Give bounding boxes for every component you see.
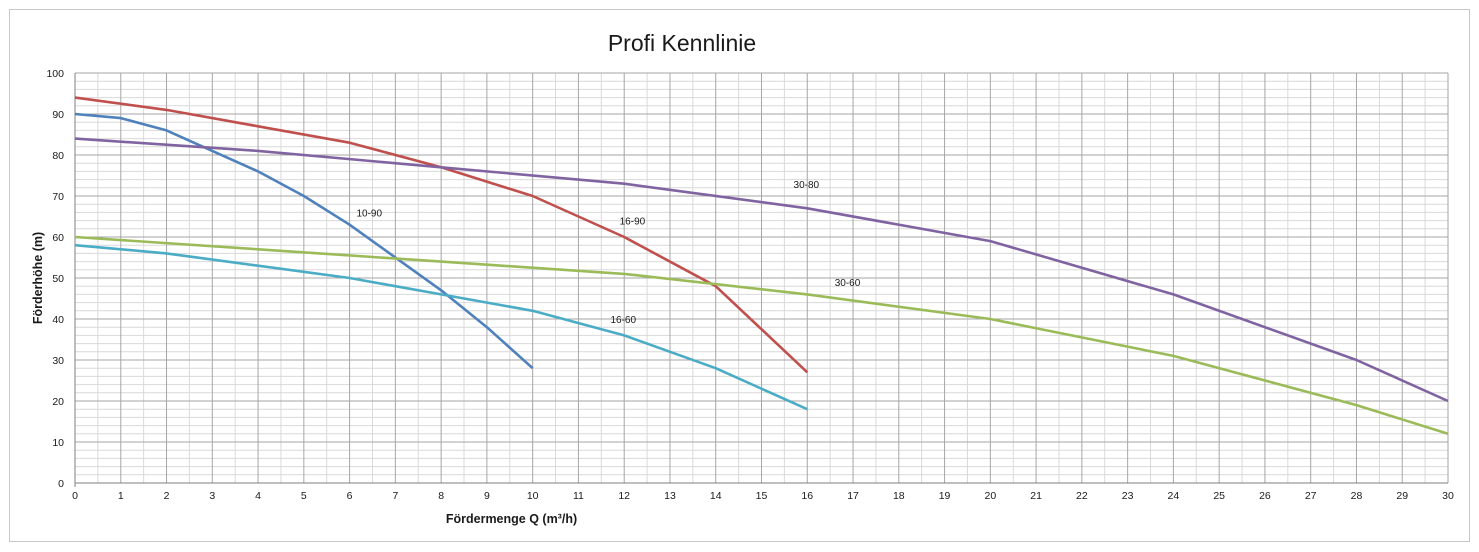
x-tick-label: 16 — [801, 490, 813, 502]
x-tick-label: 4 — [255, 490, 261, 502]
series-line-16-60 — [74, 243, 808, 411]
x-tick-label: 5 — [301, 490, 307, 502]
x-tick-label: 28 — [1351, 490, 1363, 502]
y-tick-label: 90 — [52, 109, 64, 121]
series-label-16-90: 16-90 — [620, 217, 646, 228]
x-tick-label: 9 — [484, 490, 490, 502]
x-tick-label: 0 — [72, 490, 78, 502]
x-tick-label: 17 — [847, 490, 859, 502]
series-lines — [74, 96, 1449, 436]
y-tick-label: 70 — [52, 191, 64, 203]
x-tick-label: 13 — [664, 490, 676, 502]
x-tick-label: 26 — [1259, 490, 1271, 502]
series-label-16-60: 16-60 — [610, 315, 636, 326]
x-tick-label: 10 — [527, 490, 539, 502]
y-tick-label: 60 — [52, 232, 64, 244]
series-label-30-60: 30-60 — [835, 278, 861, 289]
x-tick-label: 19 — [939, 490, 951, 502]
series-label-30-80: 30-80 — [794, 180, 820, 191]
x-tick-label: 15 — [756, 490, 768, 502]
series-label-10-90: 10-90 — [356, 209, 382, 220]
x-tick-labels: 0 1 2 3 4 5 6 7 8 9 10 11 12 13 14 15 16 17 18 19 20 21 22 23 24… — [72, 490, 1454, 502]
y-tick-label: 80 — [52, 150, 64, 162]
x-tick-label: 7 — [392, 490, 398, 502]
x-tick-label: 25 — [1213, 490, 1225, 502]
x-tick-label: 18 — [893, 490, 905, 502]
axes — [74, 73, 1448, 487]
x-tick-label: 11 — [573, 490, 584, 502]
chart-title: Profi Kennlinie — [607, 30, 757, 56]
y-tick-labels: 0 10 20 30 40 50 60 70 80 90 100 — [46, 68, 64, 490]
x-tick-label: 27 — [1305, 490, 1317, 502]
y-tick-label: 0 — [58, 478, 64, 490]
x-axis-title: Fördermenge Q (m³/h) — [446, 512, 577, 526]
x-tick-label: 8 — [438, 490, 444, 502]
x-tick-label: 2 — [164, 490, 170, 502]
x-tick-label: 23 — [1122, 490, 1134, 502]
series-line-10-90 — [74, 112, 534, 370]
x-tick-label: 20 — [984, 490, 996, 502]
x-tick-label: 1 — [118, 490, 124, 502]
x-tick-label: 6 — [347, 490, 353, 502]
x-tick-label: 29 — [1396, 490, 1408, 502]
x-tick-label: 3 — [209, 490, 215, 502]
y-tick-label: 50 — [52, 273, 64, 285]
x-tick-label: 21 — [1030, 490, 1042, 502]
y-tick-label: 10 — [52, 437, 64, 449]
x-tick-label: 12 — [618, 490, 630, 502]
series-line-30-80 — [74, 137, 1449, 403]
x-tick-label: 30 — [1442, 490, 1454, 502]
x-tick-label: 24 — [1168, 490, 1180, 502]
y-tick-label: 100 — [46, 68, 64, 80]
y-tick-label: 20 — [52, 396, 64, 408]
y-tick-label: 40 — [52, 314, 64, 326]
series-labels: 10-90 16-90 30-80 30-60 16-60 — [356, 180, 860, 326]
y-tick-label: 30 — [52, 355, 64, 367]
series-line-30-60 — [74, 235, 1449, 436]
x-tick-label: 14 — [710, 490, 722, 502]
x-tick-label: 22 — [1076, 490, 1088, 502]
y-axis-title: Förderhöhe (m) — [31, 232, 45, 324]
